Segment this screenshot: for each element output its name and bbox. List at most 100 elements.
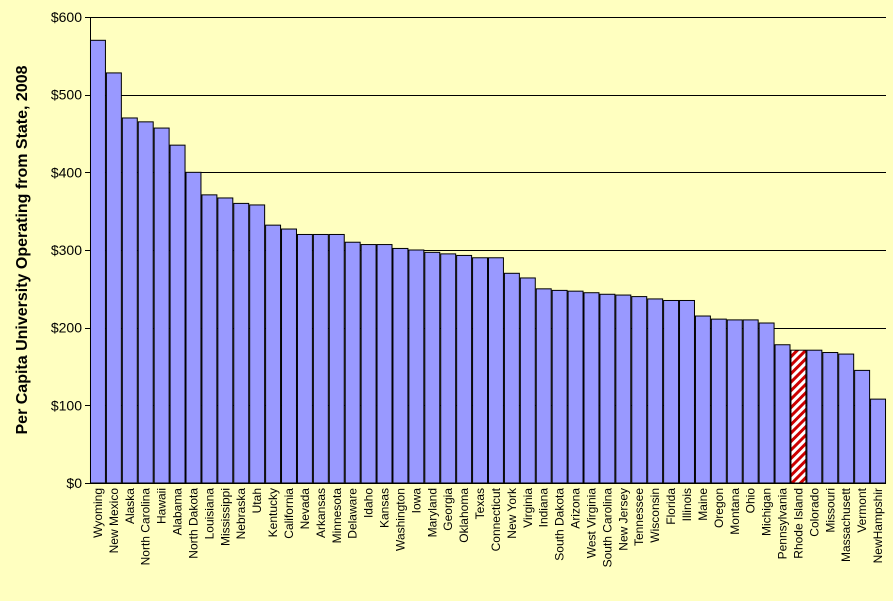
bar-utah: [249, 204, 266, 484]
category-label-colorado: Colorado: [807, 488, 821, 537]
y-tick-label-100: $100: [51, 397, 82, 413]
category-label-georgia: Georgia: [441, 488, 455, 531]
bar-west-virginia: [583, 292, 600, 484]
y-tick-label-0: $0: [66, 475, 82, 491]
category-label-florida: Florida: [664, 488, 678, 525]
category-label-rhode-island: Rhode Island: [791, 488, 805, 559]
category-labels: Wyoming New Mexico Alaska North Carolina Haw…: [91, 487, 885, 567]
bar-tennessee: [631, 296, 648, 484]
category-label-iowa: Iowa: [409, 488, 423, 514]
category-label-illinois: Illinois: [680, 488, 694, 521]
bar-oregon: [710, 318, 727, 484]
bar-connecticut: [487, 257, 504, 484]
category-label-oregon: Oregon: [712, 488, 726, 528]
bar-michigan: [758, 322, 775, 484]
category-label-new-jersey: New Jersey: [616, 488, 630, 551]
category-label-idaho: Idaho: [362, 488, 376, 518]
bar-alabama: [169, 144, 186, 484]
bar-pennsylvania: [774, 344, 791, 484]
category-label-minnesota: Minnesota: [330, 488, 344, 544]
category-label-hawaii: Hawaii: [155, 488, 169, 524]
category-label-pennsylvania: Pennsylvania: [776, 488, 790, 560]
bar-maine: [694, 315, 711, 484]
category-label-mississippi: Mississippi: [218, 488, 232, 546]
category-label-alabama: Alabama: [171, 488, 185, 536]
bar-hawaii: [153, 127, 170, 484]
category-label-louisiana: Louisiana: [202, 488, 216, 540]
bars: [89, 39, 887, 484]
bar-rhode-island: [790, 349, 807, 484]
bar-maryland: [424, 251, 441, 484]
category-label-newhampshir: NewHampshir: [871, 488, 885, 563]
bar-virginia: [519, 277, 536, 484]
category-label-nebraska: Nebraska: [234, 488, 248, 540]
bar-massachusett: [838, 353, 855, 484]
bar-new-york: [503, 272, 520, 484]
bar-south-carolina: [599, 293, 616, 484]
bar-wisconsin: [647, 298, 664, 484]
category-label-wisconsin: Wisconsin: [648, 488, 662, 543]
category-label-utah: Utah: [250, 488, 264, 513]
category-label-massachusett: Massachusett: [839, 487, 853, 562]
bar-newhampshir: [870, 398, 887, 484]
y-tick-label-500: $500: [51, 87, 82, 103]
category-label-connecticut: Connecticut: [489, 487, 503, 551]
category-label-oklahoma: Oklahoma: [457, 488, 471, 543]
category-label-michigan: Michigan: [760, 488, 774, 536]
bar-north-dakota: [185, 171, 202, 484]
bar-indiana: [535, 288, 552, 484]
category-label-north-carolina: North Carolina: [139, 488, 153, 566]
bar-colorado: [806, 349, 823, 484]
bar-north-carolina: [137, 121, 154, 484]
category-label-north-dakota: North Dakota: [186, 488, 200, 559]
y-tick-label-400: $400: [51, 164, 82, 180]
category-label-new-mexico: New Mexico: [107, 488, 121, 554]
bar-illinois: [679, 299, 695, 484]
category-label-montana: Montana: [728, 488, 742, 535]
bar-missouri: [822, 352, 839, 484]
category-label-maryland: Maryland: [425, 488, 439, 537]
y-tick-labels: $0 $100 $200 $300 $400 $500 $600: [51, 9, 82, 491]
bar-kentucky: [265, 224, 282, 484]
bar-new-mexico: [105, 72, 122, 484]
category-label-south-dakota: South Dakota: [553, 488, 567, 561]
category-label-west-virginia: West Virginia: [584, 488, 598, 559]
bar-new-jersey: [615, 294, 632, 484]
y-axis-title: Per Capita University Operating from Sta…: [14, 65, 31, 434]
bar-minnesota: [328, 233, 345, 484]
y-tick-label-300: $300: [51, 242, 82, 258]
category-label-ohio: Ohio: [744, 488, 758, 514]
category-label-tennessee: Tennessee: [632, 488, 646, 546]
bar-arkansas: [312, 233, 329, 484]
category-label-maine: Maine: [696, 488, 710, 521]
category-label-missouri: Missouri: [823, 488, 837, 533]
category-label-vermont: Vermont: [855, 487, 869, 532]
category-label-kentucky: Kentucky: [266, 488, 280, 537]
bar-arizona: [567, 290, 584, 484]
bar-nebraska: [233, 202, 250, 484]
bar-wyoming: [89, 39, 106, 484]
bar-washington: [392, 247, 409, 484]
y-tick-label-200: $200: [51, 320, 82, 336]
bar-florida: [663, 299, 680, 484]
axes: [85, 17, 886, 484]
bar-vermont: [854, 369, 871, 484]
category-label-south-carolina: South Carolina: [600, 488, 614, 568]
bar-delaware: [344, 241, 361, 484]
category-label-arkansas: Arkansas: [314, 488, 328, 538]
bar-nevada: [296, 233, 313, 484]
bar-idaho: [360, 244, 377, 484]
bar-oklahoma: [456, 254, 473, 484]
bar-california: [281, 228, 297, 484]
category-label-wyoming: Wyoming: [91, 488, 105, 538]
category-label-virginia: Virginia: [521, 488, 535, 528]
bar-louisiana: [201, 194, 218, 484]
category-label-texas: Texas: [473, 488, 487, 519]
category-label-arizona: Arizona: [569, 488, 583, 529]
bar-kansas: [376, 244, 393, 484]
category-label-washington: Washington: [393, 488, 407, 551]
category-label-alaska: Alaska: [123, 488, 137, 524]
category-label-delaware: Delaware: [346, 488, 360, 539]
bar-texas: [472, 257, 489, 484]
